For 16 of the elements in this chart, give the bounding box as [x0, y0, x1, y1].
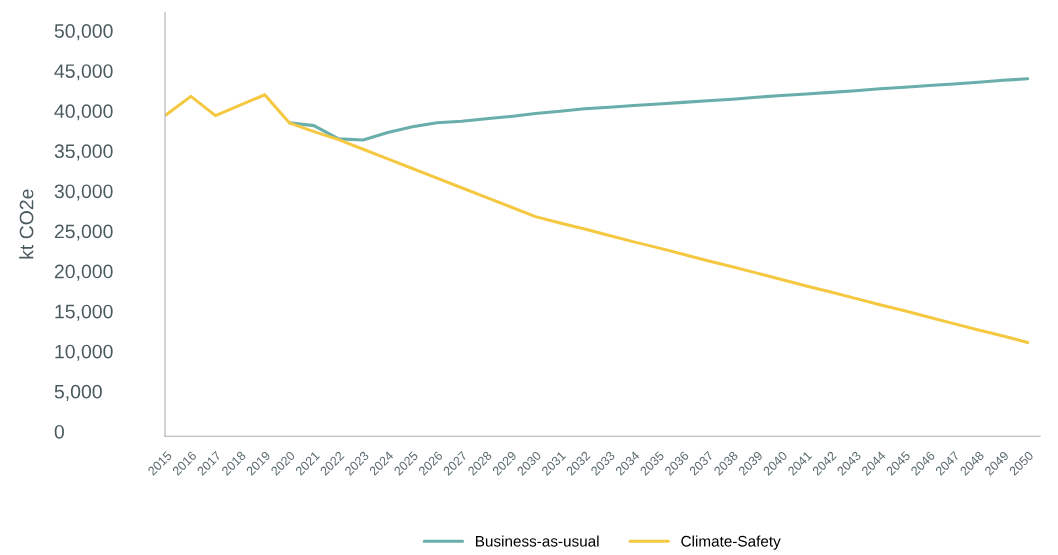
- y-tick-label: 10,000: [55, 344, 113, 361]
- line-series: [287, 77, 1030, 142]
- y-tick-label: 35,000: [54, 144, 113, 161]
- y-tick-label: 45,000: [54, 64, 113, 81]
- y-tick-label: 5,000: [54, 384, 102, 401]
- line-series: [165, 93, 1030, 344]
- legend-label: Business-as-usual: [476, 535, 599, 547]
- y-tick-label: 25,000: [54, 224, 113, 241]
- y-tick-label: 40,000: [54, 104, 113, 121]
- legend-label: Climate-Safety: [681, 535, 781, 550]
- y-axis-title: kt CO2e: [19, 189, 34, 259]
- y-tick-label: 50,000: [54, 24, 113, 41]
- y-tick-label: 20,000: [54, 264, 113, 281]
- y-tick-label: 15,000: [55, 304, 113, 321]
- y-tick-label: 30,000: [54, 184, 113, 201]
- y-tick-label: 0: [54, 424, 64, 439]
